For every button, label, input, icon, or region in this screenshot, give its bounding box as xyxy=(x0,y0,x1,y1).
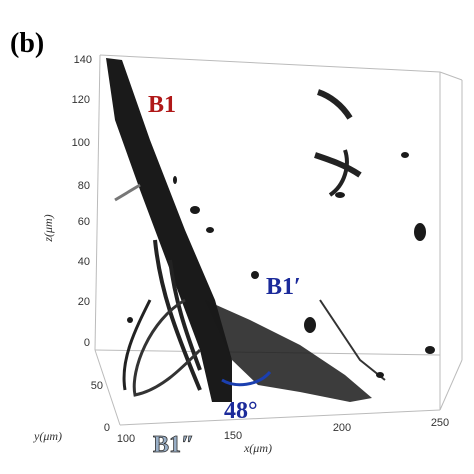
bounding-box xyxy=(94,54,463,426)
z-tick-label: 60 xyxy=(78,216,90,228)
x-tick-label: 100 xyxy=(117,433,135,445)
y-tick-label: 0 xyxy=(104,422,110,434)
z-tick-label: 40 xyxy=(78,256,90,268)
z-tick-label: 140 xyxy=(74,54,92,66)
b1-double-prime-label: B1″ xyxy=(153,432,194,458)
y-axis-label: y(μm) xyxy=(33,429,62,443)
angle-arc xyxy=(221,370,272,387)
b1-prime-label: B1′ xyxy=(266,274,301,300)
z-tick-label: 120 xyxy=(72,94,90,106)
angle-label: 48° xyxy=(224,398,258,424)
z-tick-label: 100 xyxy=(72,137,90,149)
y-tick-label: 50 xyxy=(91,380,103,392)
z-tick-label: 80 xyxy=(78,180,90,192)
b1-label: B1 xyxy=(148,92,176,118)
x-axis-label: x(μm) xyxy=(243,441,272,455)
fiber-structures xyxy=(106,58,435,402)
x-tick-label: 200 xyxy=(333,422,351,434)
z-axis-label: z(μm) xyxy=(41,214,55,242)
panel-label: (b) xyxy=(10,28,44,59)
x-tick-label: 250 xyxy=(431,417,449,429)
x-tick-label: 150 xyxy=(224,430,242,442)
z-tick-label: 20 xyxy=(78,296,90,308)
z-tick-label: 0 xyxy=(84,337,90,349)
